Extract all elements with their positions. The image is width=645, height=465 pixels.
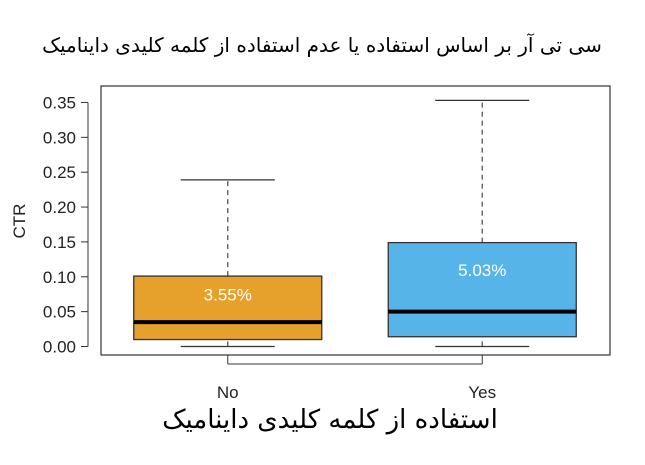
box-value-label: 3.55% [204, 285, 252, 304]
x-axis-label: استفاده از کلمه کلیدی داینامیک [162, 405, 498, 435]
iqr-box [133, 275, 323, 341]
x-tick-label: Yes [468, 383, 496, 402]
iqr-box [387, 241, 577, 338]
y-tick-label: 0.20 [43, 198, 76, 217]
x-tick-label: No [217, 383, 239, 402]
y-tick-label: 0.00 [43, 338, 76, 357]
chart-title: سی تی آر بر اساس استفاده یا عدم استفاده … [42, 32, 602, 57]
box-value-label: 5.03% [458, 261, 506, 280]
plot-frame [100, 85, 611, 356]
boxes: 3.55% 5.03% [133, 99, 577, 348]
y-tick-label: 0.15 [43, 233, 76, 252]
x-axis: No Yes [217, 355, 496, 402]
y-axis-label: CTR [10, 204, 29, 239]
y-tick-label: 0.30 [43, 128, 76, 147]
y-axis: 0.00 0.05 0.10 0.15 0.20 0.25 0.30 0.35 [43, 93, 89, 357]
box-yes: 5.03% [387, 99, 577, 348]
box-no: 3.55% [133, 179, 323, 348]
y-tick-label: 0.05 [43, 303, 76, 322]
y-tick-label: 0.10 [43, 268, 76, 287]
y-tick-label: 0.35 [43, 93, 76, 112]
y-tick-label: 0.25 [43, 163, 76, 182]
